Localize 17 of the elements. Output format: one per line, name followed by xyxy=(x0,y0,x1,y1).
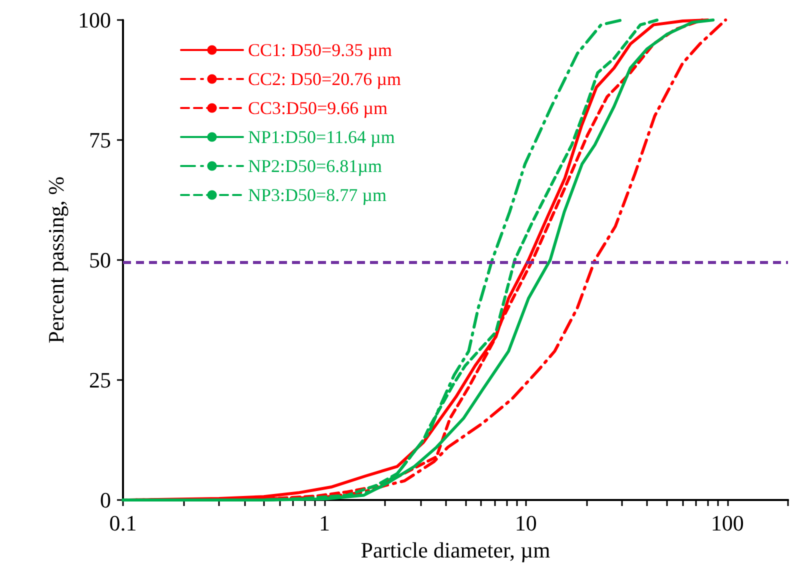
legend-label: CC2: D50=20.76 µm xyxy=(248,69,402,89)
legend-label: CC1: D50=9.35 µm xyxy=(248,40,392,60)
x-axis-title: Particle diameter, µm xyxy=(360,537,550,562)
legend-label: NP3:D50=8.77 µm xyxy=(248,185,387,205)
y-tick-label: 0 xyxy=(100,488,111,512)
y-axis-title: Percent passing, % xyxy=(44,176,69,344)
y-tick-label: 25 xyxy=(89,368,111,392)
legend-label: CC3:D50=9.66 µm xyxy=(248,98,388,118)
x-tick-label: 10 xyxy=(514,510,537,536)
y-tick-label: 100 xyxy=(78,8,111,32)
x-tick-label: 1 xyxy=(318,510,330,536)
x-tick-label: 100 xyxy=(710,510,744,536)
legend-label: NP2:D50=6.81µm xyxy=(248,156,382,176)
y-tick-label: 75 xyxy=(89,128,111,152)
x-tick-label: 0.1 xyxy=(109,510,137,536)
y-tick-label: 50 xyxy=(89,248,111,272)
legend-label: NP1:D50=11.64 µm xyxy=(248,127,395,147)
